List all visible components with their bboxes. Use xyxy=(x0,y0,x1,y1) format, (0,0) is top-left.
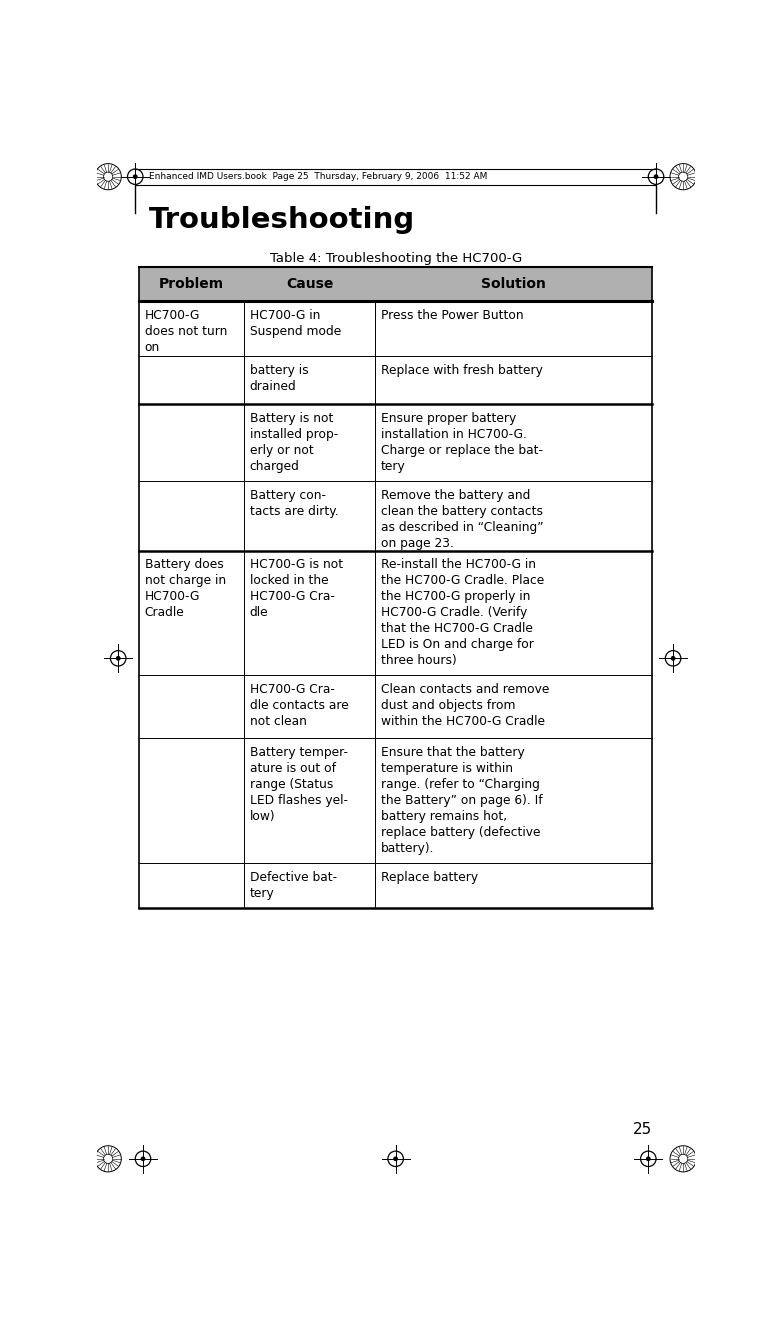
Text: Battery does
not charge in
HC700-G
Cradle: Battery does not charge in HC700-G Cradl… xyxy=(144,558,225,619)
Text: Ensure that the battery
temperature is within
range. (refer to “Charging
the Bat: Ensure that the battery temperature is w… xyxy=(381,746,542,855)
Text: Defective bat-
tery: Defective bat- tery xyxy=(249,871,337,900)
Text: Remove the battery and
clean the battery contacts
as described in “Cleaning”
on : Remove the battery and clean the battery… xyxy=(381,489,543,550)
Text: Re-install the HC700-G in
the HC700-G Cradle. Place
the HC700-G properly in
HC70: Re-install the HC700-G in the HC700-G Cr… xyxy=(381,558,543,667)
Text: Problem: Problem xyxy=(159,278,225,291)
Text: Replace battery: Replace battery xyxy=(381,871,478,884)
Text: Cause: Cause xyxy=(286,278,334,291)
Text: Battery temper-
ature is out of
range (Status
LED flashes yel-
low): Battery temper- ature is out of range (S… xyxy=(249,746,347,823)
Text: Replace with fresh battery: Replace with fresh battery xyxy=(381,364,543,377)
Circle shape xyxy=(655,175,658,178)
Text: HC700-G in
Suspend mode: HC700-G in Suspend mode xyxy=(249,308,341,337)
Bar xyxy=(139,267,652,301)
Text: Table 4: Troubleshooting the HC700-G: Table 4: Troubleshooting the HC700-G xyxy=(269,252,522,264)
Circle shape xyxy=(394,1157,398,1161)
Text: battery is
drained: battery is drained xyxy=(249,364,308,393)
Text: HC700-G Cra-
dle contacts are
not clean: HC700-G Cra- dle contacts are not clean xyxy=(249,683,348,728)
Circle shape xyxy=(117,656,120,660)
Text: Troubleshooting: Troubleshooting xyxy=(149,206,415,234)
Circle shape xyxy=(647,1157,650,1161)
Circle shape xyxy=(141,1157,144,1161)
Text: Press the Power Button: Press the Power Button xyxy=(381,308,523,321)
Text: Ensure proper battery
installation in HC700-G.
Charge or replace the bat-
tery: Ensure proper battery installation in HC… xyxy=(381,412,543,473)
Text: Battery is not
installed prop-
erly or not
charged: Battery is not installed prop- erly or n… xyxy=(249,412,338,473)
Text: Enhanced IMD Users.book  Page 25  Thursday, February 9, 2006  11:52 AM: Enhanced IMD Users.book Page 25 Thursday… xyxy=(149,173,488,181)
Text: Solution: Solution xyxy=(481,278,546,291)
Text: Battery con-
tacts are dirty.: Battery con- tacts are dirty. xyxy=(249,489,338,518)
Circle shape xyxy=(134,175,137,178)
Circle shape xyxy=(672,656,675,660)
Text: HC700-G
does not turn
on: HC700-G does not turn on xyxy=(144,308,227,353)
Text: HC700-G is not
locked in the
HC700-G Cra-
dle: HC700-G is not locked in the HC700-G Cra… xyxy=(249,558,343,619)
Text: Clean contacts and remove
dust and objects from
within the HC700-G Cradle: Clean contacts and remove dust and objec… xyxy=(381,683,549,728)
Text: 25: 25 xyxy=(633,1122,652,1137)
